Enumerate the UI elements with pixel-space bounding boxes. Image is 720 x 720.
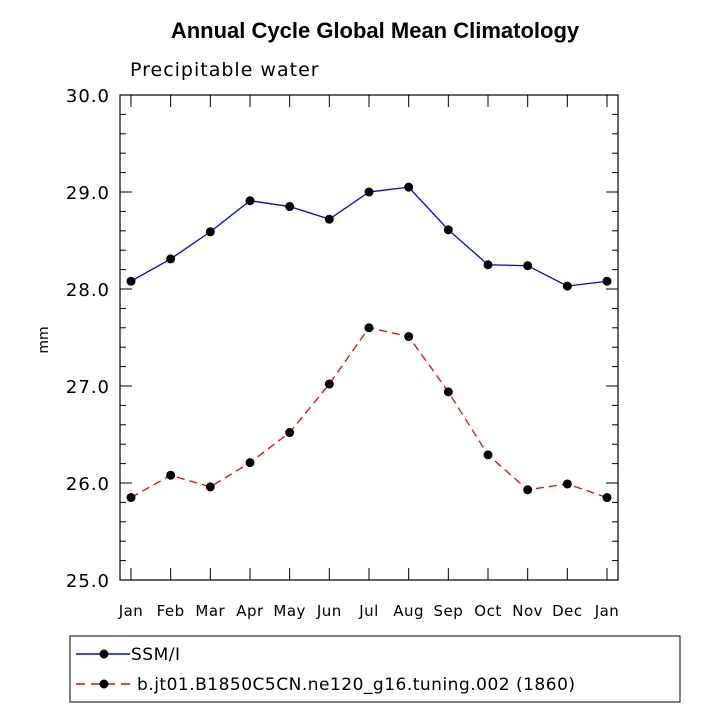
x-tick-label: Sep xyxy=(433,602,463,620)
data-point-1 xyxy=(523,485,533,495)
y-axis-ticks: 25.0 26.0 27.0 28.0 29.0 30.0 xyxy=(66,86,618,592)
legend-label-model: b.jt01.B1850C5CN.ne120_g16.tuning.002 (1… xyxy=(137,675,576,695)
y-tick-label: 25.0 xyxy=(66,571,110,592)
data-point-0 xyxy=(404,182,414,192)
legend-marker-model xyxy=(99,679,109,689)
data-point-1 xyxy=(245,458,255,468)
x-tick-label: Jul xyxy=(358,602,379,620)
data-point-0 xyxy=(443,225,453,235)
legend-marker-ssmi xyxy=(99,649,109,659)
x-tick-label: Jan xyxy=(118,602,144,620)
x-tick-label: Jan xyxy=(594,602,620,620)
y-tick-label: 29.0 xyxy=(66,183,110,204)
series-points xyxy=(126,182,612,503)
legend-box xyxy=(69,635,681,703)
chart-subtitle: Precipitable water xyxy=(130,59,320,81)
data-point-1 xyxy=(483,450,493,460)
legend-label-ssmi: SSM/I xyxy=(131,645,181,665)
data-point-1 xyxy=(205,482,215,492)
data-point-0 xyxy=(364,187,374,197)
y-tick-label: 26.0 xyxy=(66,474,110,495)
data-point-1 xyxy=(443,387,453,397)
data-point-1 xyxy=(324,379,334,389)
data-point-0 xyxy=(126,276,136,286)
data-point-1 xyxy=(166,470,176,480)
x-tick-label: Mar xyxy=(195,602,225,620)
x-axis-ticks: Jan Feb Mar Apr May Jun Jul Aug Sep Oct Nov Dec Jan xyxy=(118,95,620,620)
data-point-0 xyxy=(285,202,295,212)
data-point-0 xyxy=(562,281,572,291)
series-line-1 xyxy=(130,327,608,499)
data-point-0 xyxy=(523,261,533,271)
data-point-0 xyxy=(324,214,334,224)
data-point-1 xyxy=(285,428,295,438)
data-point-0 xyxy=(602,276,612,286)
data-point-1 xyxy=(602,493,612,503)
data-point-0 xyxy=(245,196,255,206)
data-point-1 xyxy=(126,493,136,503)
data-point-0 xyxy=(166,254,176,264)
x-tick-label: Aug xyxy=(393,602,424,620)
data-point-0 xyxy=(483,260,493,270)
y-tick-label: 27.0 xyxy=(66,377,110,398)
x-tick-label: Nov xyxy=(512,602,543,620)
data-point-1 xyxy=(562,479,572,489)
data-point-0 xyxy=(205,227,215,237)
y-tick-label: 28.0 xyxy=(66,280,110,301)
plot-frame xyxy=(119,94,619,581)
chart-title: Annual Cycle Global Mean Climatology xyxy=(171,18,580,43)
series-lines xyxy=(130,186,608,499)
y-axis-label: mm xyxy=(36,326,52,353)
x-tick-label: Oct xyxy=(474,602,501,620)
x-tick-label: Dec xyxy=(552,602,583,620)
y-tick-label: 30.0 xyxy=(66,86,110,107)
data-point-1 xyxy=(364,323,374,333)
series-line-0 xyxy=(130,186,608,287)
x-tick-label: Apr xyxy=(236,602,264,620)
x-tick-label: Jun xyxy=(316,602,342,620)
x-tick-label: Feb xyxy=(157,602,185,620)
legend: SSM/I b.jt01.B1850C5CN.ne120_g16.tuning.… xyxy=(69,635,681,703)
x-tick-label: May xyxy=(273,602,306,620)
data-point-1 xyxy=(404,332,414,342)
